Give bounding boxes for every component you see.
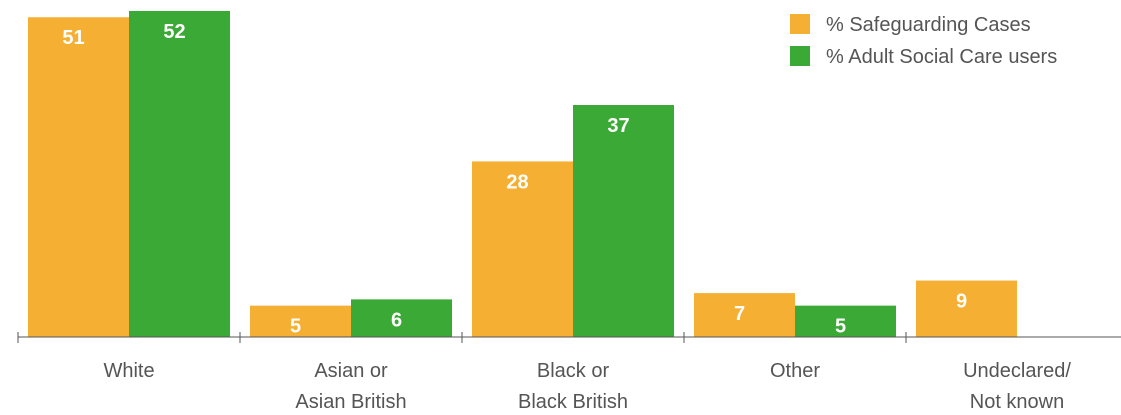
bar-s0-c1	[250, 305, 351, 337]
legend-swatch-1	[790, 46, 810, 66]
bar-s1-c2	[573, 105, 674, 337]
value-label-s1-c1: 6	[391, 309, 402, 331]
bar-s1-c3	[795, 305, 896, 337]
value-label-s1-c3: 5	[835, 316, 846, 338]
value-label-s1-c2: 37	[607, 115, 629, 137]
legend-label-0: % Safeguarding Cases	[826, 14, 1031, 36]
value-label-s0-c0: 51	[62, 27, 84, 49]
bar-s1-c0	[129, 10, 230, 338]
bar-s1-c1	[351, 299, 452, 337]
category-label-3: Other	[770, 360, 820, 382]
legend: % Safeguarding Cases % Adult Social Care …	[790, 14, 1057, 68]
category-label-1: Asian or Asian British	[295, 360, 406, 413]
value-label-s0-c2: 28	[506, 171, 528, 193]
bars-group: 51 52 5 6 28 37 7 5 9	[28, 10, 1017, 338]
value-label-s1-c0: 52	[163, 21, 185, 43]
category-label-4: Undeclared/Not known	[963, 360, 1071, 413]
bar-s0-c4	[916, 280, 1017, 337]
bar-s0-c2	[472, 161, 573, 337]
category-label-2: Black or Black British	[518, 360, 628, 413]
legend-label-1: % Adult Social Care users	[826, 46, 1057, 68]
legend-swatch-0	[790, 14, 810, 34]
value-label-s0-c3: 7	[734, 303, 745, 325]
value-label-s0-c1: 5	[290, 316, 301, 338]
category-label-0: White	[103, 360, 154, 382]
value-label-s0-c4: 9	[956, 291, 967, 313]
bar-s0-c0	[28, 17, 129, 337]
x-axis: White Asian or Asian British Black or Black …	[17, 332, 1121, 413]
bar-s0-c3	[694, 293, 795, 337]
